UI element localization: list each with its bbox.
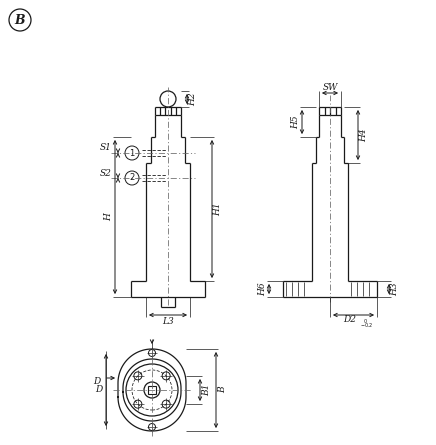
- Text: 1: 1: [129, 149, 135, 158]
- Text: B1: B1: [202, 384, 211, 396]
- Text: H6: H6: [259, 282, 268, 296]
- Text: D: D: [93, 377, 101, 387]
- Text: H5: H5: [292, 115, 300, 129]
- Text: H: H: [105, 213, 113, 221]
- Text: B: B: [218, 387, 228, 393]
- Text: L3: L3: [162, 317, 174, 327]
- Bar: [148, 386, 156, 394]
- Text: 2: 2: [129, 174, 135, 182]
- Text: D: D: [95, 385, 102, 395]
- Text: H4: H4: [360, 128, 368, 142]
- Text: S1: S1: [100, 143, 112, 153]
- Text: H2: H2: [188, 92, 198, 106]
- Text: H1: H1: [214, 202, 222, 216]
- Text: H3: H3: [391, 282, 399, 296]
- Text: B: B: [15, 13, 25, 27]
- Text: D2: D2: [343, 316, 356, 324]
- Text: SW: SW: [322, 82, 338, 92]
- Text: $\mathregular{^{\ \ 0}_{-0.2}}$: $\mathregular{^{\ \ 0}_{-0.2}}$: [360, 318, 373, 331]
- Text: S2: S2: [100, 169, 112, 178]
